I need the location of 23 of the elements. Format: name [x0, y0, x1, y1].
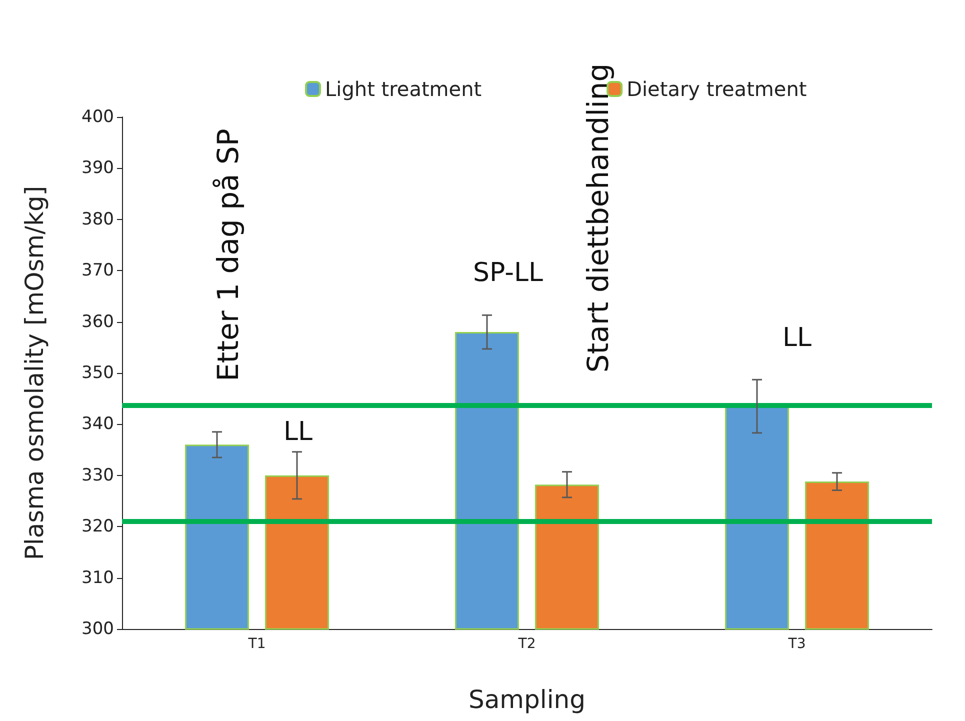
annotation: LL [782, 323, 812, 353]
x-tick-label: T1 [247, 636, 266, 652]
annotation: LL [284, 417, 313, 447]
y-tick-label: 320 [82, 516, 114, 537]
y-tick-label: 390 [82, 158, 114, 178]
y-axis-title: Plasma osmolality [mOsm/kg] [20, 186, 49, 560]
x-axis-title: Sampling [468, 685, 586, 714]
y-tick-label: 340 [82, 414, 114, 434]
y-tick-label: 350 [82, 363, 114, 383]
annotation: Start diettbehandling [581, 63, 615, 373]
y-tick-label: 370 [82, 260, 114, 281]
y-tick-label: 380 [82, 209, 114, 230]
y-tick-label: 300 [82, 619, 114, 639]
y-tick-label: 400 [82, 107, 114, 127]
x-tick-label: T3 [787, 636, 806, 652]
legend-label: Light treatment [325, 77, 482, 101]
annotation: Etter 1 dag på SP [211, 128, 245, 382]
y-tick-label: 330 [82, 465, 114, 486]
annotation: SP-LL [473, 258, 544, 288]
legend-label: Dietary treatment [626, 77, 807, 101]
y-tick-label: 360 [82, 312, 114, 332]
y-tick-label: 310 [82, 568, 114, 588]
x-tick-label: T2 [517, 636, 536, 652]
